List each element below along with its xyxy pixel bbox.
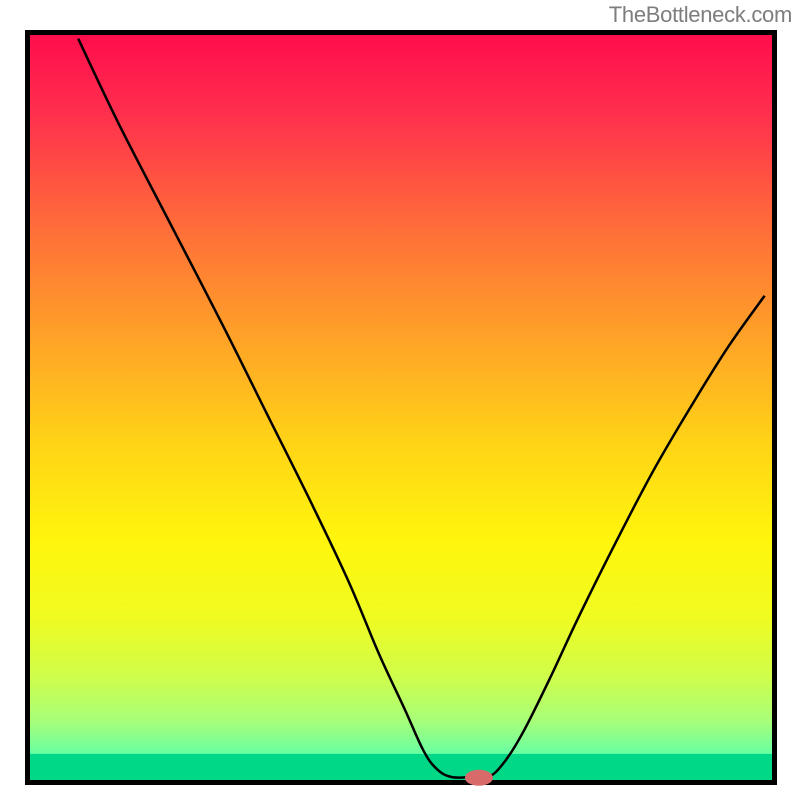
bottleneck-chart — [0, 0, 800, 800]
watermark-text: TheBottleneck.com — [609, 2, 792, 28]
chart-container: TheBottleneck.com — [0, 0, 800, 800]
